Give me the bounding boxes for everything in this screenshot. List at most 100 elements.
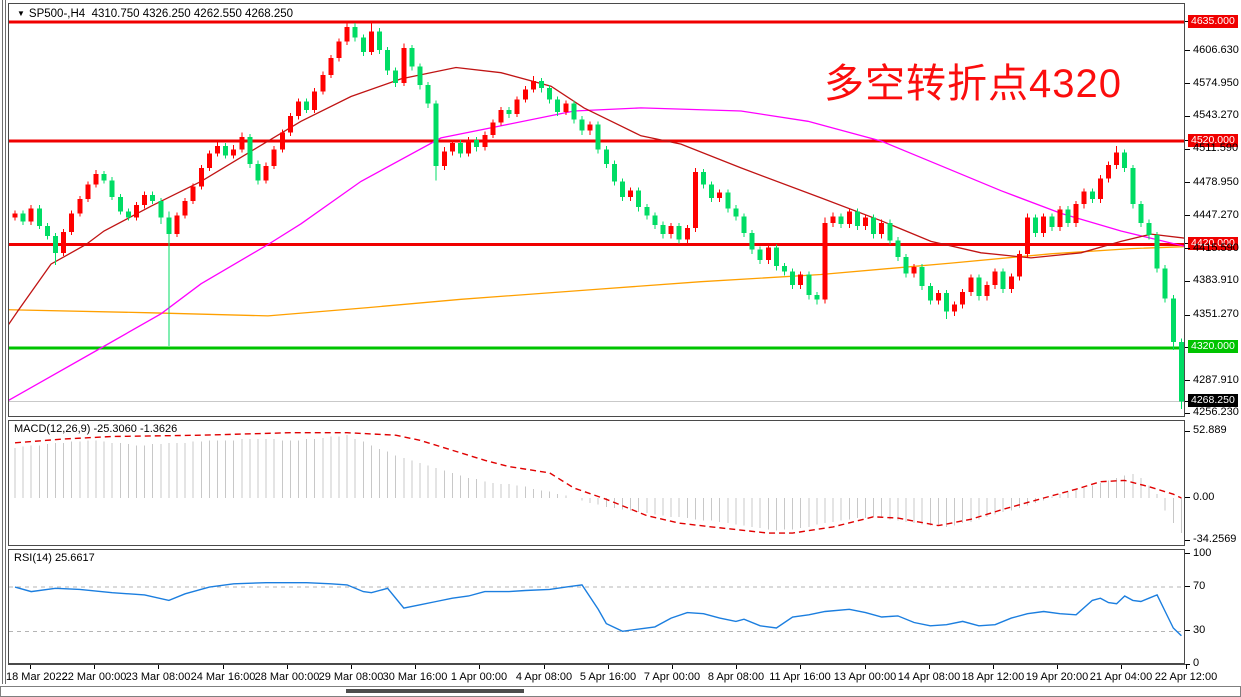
time-label: 13 Apr 00:00 <box>833 671 897 683</box>
axis-tick <box>1185 215 1190 216</box>
candlestick-chart <box>9 20 1184 410</box>
time-tick <box>608 665 609 669</box>
window-frame-line <box>2 0 3 684</box>
axis-label: 4606.630 <box>1193 44 1239 56</box>
axis-label: 4543.270 <box>1193 109 1239 121</box>
axis-label: 4478.950 <box>1193 176 1239 188</box>
axis-tick <box>1185 540 1190 541</box>
axis-tick <box>1185 315 1190 316</box>
axis-tick <box>1185 630 1190 631</box>
axis-label: 4351.270 <box>1193 308 1239 320</box>
time-tick <box>736 665 737 669</box>
time-label: 4 Apr 08:00 <box>515 671 573 683</box>
time-label: 11 Apr 16:00 <box>769 671 831 683</box>
time-label: 18 Apr 12:00 <box>961 671 1025 683</box>
time-tick <box>223 665 224 669</box>
axis-tick <box>1185 182 1190 183</box>
axis-label: 70 <box>1193 580 1206 592</box>
axis-tick <box>1185 347 1190 348</box>
axis-label: 100 <box>1193 547 1212 559</box>
axis-tick <box>1185 50 1190 51</box>
time-tick <box>287 665 288 669</box>
axis-tick <box>1185 83 1190 84</box>
axis-tick <box>1185 431 1190 432</box>
axis-tick <box>1185 21 1190 22</box>
time-label: 18 Mar 2022 <box>6 671 68 683</box>
time-label: 21 Apr 04:00 <box>1089 671 1153 683</box>
macd-chart <box>14 431 1182 534</box>
time-tick <box>30 665 31 669</box>
time-tick <box>94 665 95 669</box>
ohlc-values: 4310.750 4326.250 4262.550 4268.250 <box>91 8 294 20</box>
axis-label: 0 <box>1193 657 1200 669</box>
price-axis[interactable]: 4635.000 4606.630 4574.950 4543.270 4520.000… <box>1185 0 1241 686</box>
time-tick <box>544 665 545 669</box>
time-label: 22 Apr 12:00 <box>1154 671 1218 683</box>
axis-tick <box>1185 380 1190 381</box>
time-label: 14 Apr 08:00 <box>897 671 961 683</box>
time-tick <box>351 665 352 669</box>
axis-label: 4511.590 <box>1193 142 1239 154</box>
axis-label: 0.00 <box>1193 491 1215 503</box>
symbol-ohlc-readout: ▼ SP500-,H4 4310.750 4326.250 4262.550 42… <box>17 8 293 20</box>
time-label: 8 Apr 08:00 <box>707 671 765 683</box>
price-level-badge: 4520.000 <box>1188 134 1238 147</box>
axis-label: 4383.910 <box>1193 274 1239 286</box>
axis-tick <box>1185 553 1190 554</box>
axis-label: 4256.230 <box>1193 406 1239 418</box>
time-label: 24 Mar 16:00 <box>190 671 256 683</box>
axis-tick <box>1185 586 1190 587</box>
time-axis-line <box>8 664 1186 665</box>
axis-tick <box>1185 497 1190 498</box>
price-level-badge: 4268.250 <box>1188 394 1238 407</box>
scrollbar-thumb[interactable] <box>346 689 524 693</box>
axis-tick <box>1185 116 1190 117</box>
time-tick <box>865 665 866 669</box>
axis-tick <box>1185 401 1190 402</box>
time-axis[interactable]: 18 Mar 2022 22 Mar 00:00 23 Mar 08:00 24 Ma… <box>0 664 1241 686</box>
time-label: 1 Apr 00:00 <box>450 671 508 683</box>
window-frame-line <box>5 0 6 684</box>
time-tick <box>800 665 801 669</box>
macd-label: MACD(12,26,9) -25.3060 -1.3626 <box>14 423 178 435</box>
time-tick <box>1186 665 1187 669</box>
rsi-indicator-panel[interactable]: RSI(14) 25.6617 <box>8 549 1185 664</box>
axis-tick <box>1185 248 1190 249</box>
horizontal-scrollbar[interactable] <box>0 686 1241 697</box>
time-tick <box>479 665 480 669</box>
axis-label: 30 <box>1193 624 1206 636</box>
price-level-badge: 4320.000 <box>1188 340 1238 353</box>
time-tick <box>993 665 994 669</box>
axis-label: -34.2569 <box>1193 533 1237 545</box>
axis-label: 4447.270 <box>1193 209 1239 221</box>
time-label: 23 Mar 08:00 <box>125 671 191 683</box>
turning-point-annotation: 多空转折点4320 <box>824 62 1122 106</box>
time-label: 7 Apr 00:00 <box>643 671 701 683</box>
time-tick <box>672 665 673 669</box>
chart-collapse-icon[interactable]: ▼ <box>17 9 25 18</box>
time-tick <box>1057 665 1058 669</box>
axis-tick <box>1185 413 1190 414</box>
time-label: 19 Apr 20:00 <box>1025 671 1089 683</box>
time-tick <box>415 665 416 669</box>
axis-label: 52.889 <box>1193 424 1227 436</box>
time-tick <box>158 665 159 669</box>
price-chart-panel[interactable]: ▼ SP500-,H4 4310.750 4326.250 4262.550 42… <box>8 3 1185 417</box>
axis-label: 4287.910 <box>1193 374 1239 386</box>
axis-tick <box>1185 243 1190 244</box>
time-label: 28 Mar 00:00 <box>254 671 320 683</box>
macd-indicator-panel[interactable]: MACD(12,26,9) -25.3060 -1.3626 <box>8 420 1185 546</box>
rsi-label: RSI(14) 25.6617 <box>14 552 95 564</box>
rsi-chart <box>9 582 1184 637</box>
price-level-badge: 4420.000 <box>1188 237 1238 250</box>
axis-tick <box>1185 140 1190 141</box>
time-label: 5 Apr 16:00 <box>579 671 637 683</box>
axis-label: 4574.950 <box>1193 77 1239 89</box>
time-tick <box>1121 665 1122 669</box>
axis-label: 4415.590 <box>1193 242 1239 254</box>
time-label: 22 Mar 00:00 <box>61 671 127 683</box>
axis-tick <box>1185 281 1190 282</box>
axis-tick <box>1185 149 1190 150</box>
symbol-label: SP500-,H4 <box>28 8 86 20</box>
